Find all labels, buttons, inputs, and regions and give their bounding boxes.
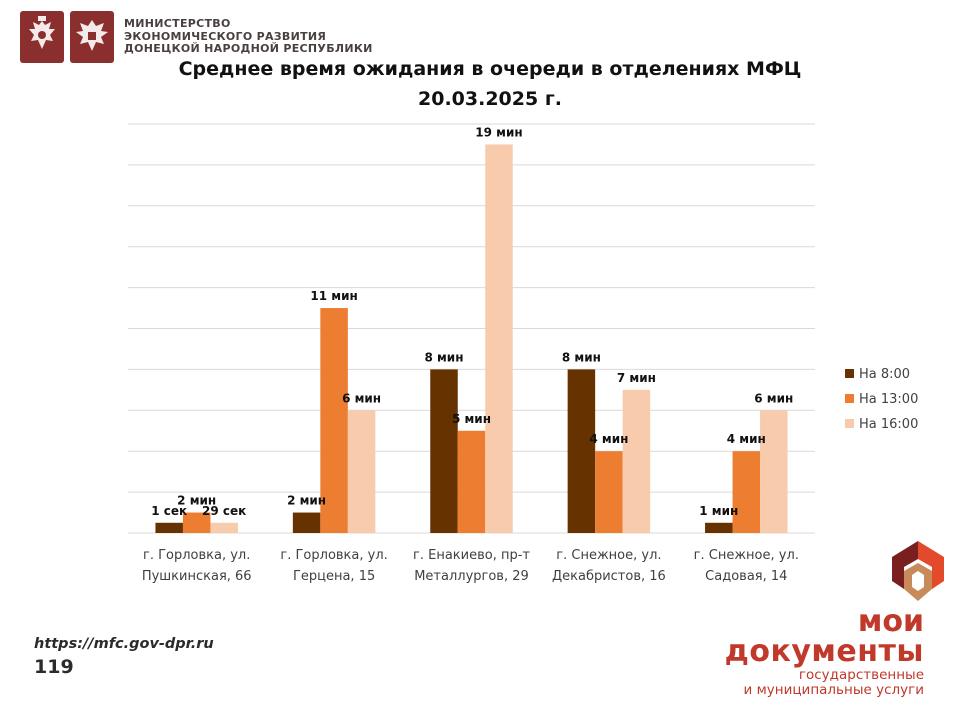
legend-swatch [845,419,854,428]
bar [210,522,238,533]
brand-line-1: мои [857,604,924,639]
bar [622,389,651,533]
russian-eagle-emblem-icon [20,11,64,63]
my-documents-logo-icon [892,541,944,601]
bar-value-label: 8 мин [424,350,463,364]
legend-swatch [845,394,854,403]
category-label: г. Горловка, ул. [143,548,250,563]
hotline-number: 119 [34,656,74,678]
bars [155,144,788,533]
bar [430,369,458,533]
brand-line-3: государственные [798,667,924,683]
bar [457,430,486,533]
bar-value-label: 1 мин [699,504,738,518]
my-documents-brand: мои документы государственные и муниципа… [724,604,924,698]
bar [182,512,211,533]
category-label: Герцена, 15 [293,569,375,584]
category-label: г. Горловка, ул. [280,548,387,563]
bar [595,451,623,533]
bar [155,522,183,533]
bar [485,144,513,533]
bar-value-label: 6 мин [754,391,793,405]
bar-value-label: 4 мин [727,432,766,446]
bar-value-label: 8 мин [562,350,601,364]
chart-title: Среднее время ожидания в очереди в отдел… [90,54,890,114]
category-label: Декабристов, 16 [552,569,666,584]
chart-title-line-2: 20.03.2025 г. [418,88,562,110]
ministry-line-2: ЭКОНОМИЧЕСКОГО РАЗВИТИЯ [124,29,327,43]
bar [760,410,788,533]
bar [320,308,348,533]
legend: На 8:00 На 13:00 На 16:00 [845,367,918,432]
legend-label: На 16:00 [859,417,918,432]
bar-value-label: 1 сек [151,504,187,518]
chart-title-line-1: Среднее время ожидания в очереди в отдел… [178,58,802,80]
category-label: Пушкинская, 66 [142,569,252,584]
bar-value-label: 4 мин [589,432,628,446]
bar [567,369,596,533]
bar-value-label: 29 сек [202,504,246,518]
legend-label: На 13:00 [859,392,918,407]
ministry-name: МИНИСТЕРСТВО ЭКОНОМИЧЕСКОГО РАЗВИТИЯ ДОН… [124,18,373,56]
bar-value-label: 2 мин [287,494,326,508]
dpr-eagle-emblem-icon [70,11,114,63]
bar [292,512,321,533]
bar [705,522,733,533]
bar-value-label: 19 мин [475,125,522,139]
bar-value-label: 2 мин [177,494,216,508]
ministry-line-3: ДОНЕЦКОЙ НАРОДНОЙ РЕСПУБЛИКИ [124,42,373,56]
category-label: Металлургов, 29 [414,569,529,584]
category-label: г. Снежное, ул. [556,548,661,563]
bar-value-label: 6 мин [342,391,381,405]
brand-line-2: документы [724,634,924,669]
category-label: г. Енакиево, пр-т [413,548,530,563]
website-link[interactable]: https://mfc.gov-dpr.ru [34,636,214,652]
bar [347,410,376,533]
header: МИНИСТЕРСТВО ЭКОНОМИЧЕСКОГО РАЗВИТИЯ ДОН… [20,10,373,64]
category-labels: г. Горловка, ул. Пушкинская, 66 г. Горловк… [142,548,799,584]
brand-line-4: и муниципальные услуги [743,682,924,698]
bar [732,451,761,533]
category-label: Садовая, 14 [705,569,787,584]
bar-value-label: 7 мин [617,371,656,385]
category-label: г. Снежное, ул. [694,548,799,563]
legend-label: На 8:00 [859,367,910,382]
legend-swatch [845,369,854,378]
bar-value-label: 5 мин [452,412,491,426]
bar-value-label: 11 мин [310,289,357,303]
ministry-line-1: МИНИСТЕРСТВО [124,17,231,31]
